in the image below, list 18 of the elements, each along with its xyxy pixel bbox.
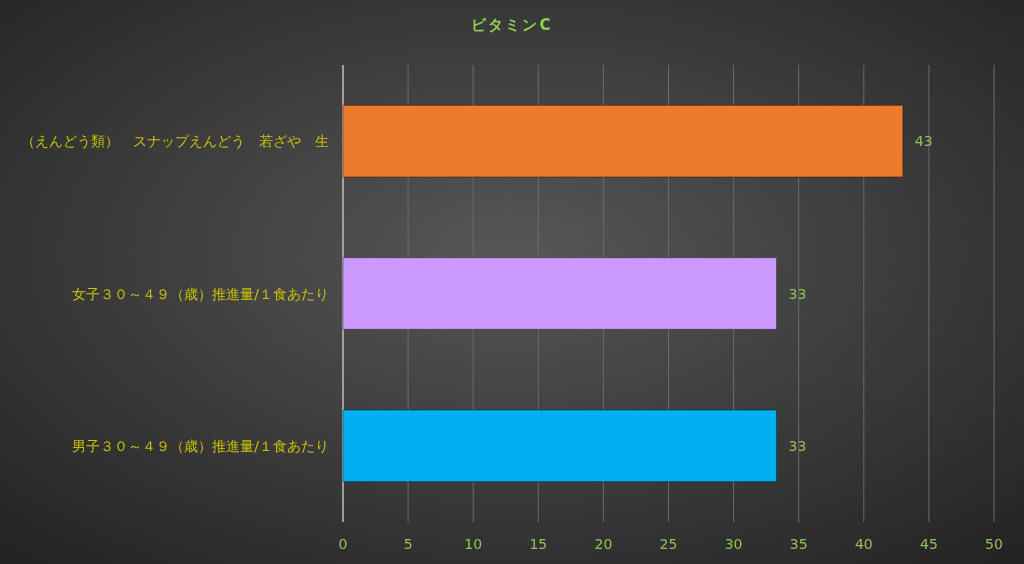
x-tick-label: 10 — [464, 536, 483, 552]
x-tick-label: 25 — [659, 536, 678, 552]
x-tick-label: 35 — [789, 536, 808, 552]
x-tick-label: 0 — [338, 536, 348, 552]
x-tick-label: 5 — [403, 536, 413, 552]
x-tick-label: 30 — [724, 536, 743, 552]
x-tick-label: 50 — [985, 536, 1003, 552]
x-tick-label: 40 — [854, 536, 873, 552]
chart-title: ビタミンC — [471, 16, 553, 34]
data-label: 33 — [788, 285, 807, 302]
y-tick-label: 女子３０～４９（歳）推進量/１食あたり — [72, 285, 329, 302]
x-tick-label: 45 — [919, 536, 938, 552]
y-tick-label: （えんどう類） スナップえんどう 若ざや 生 — [21, 133, 329, 150]
y-tick-label: 男子３０～４９（歳）推進量/１食あたり — [72, 437, 329, 454]
data-label: 33 — [788, 437, 807, 454]
data-label: 43 — [914, 133, 933, 150]
x-tick-label: 15 — [529, 536, 548, 552]
x-tick-label: 20 — [594, 536, 613, 552]
